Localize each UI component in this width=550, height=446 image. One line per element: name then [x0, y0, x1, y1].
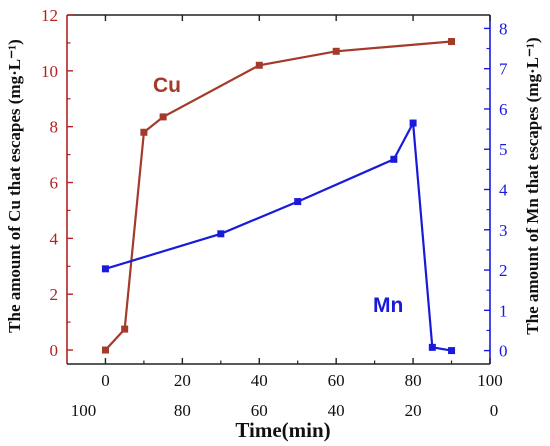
- right-tick-label: 2: [499, 261, 508, 280]
- mn-point: [409, 119, 417, 127]
- mn-point: [390, 155, 398, 163]
- x-bottom-tick-label: 40: [328, 401, 345, 420]
- mn-point: [217, 230, 225, 238]
- x-top-tick-label: 0: [101, 371, 110, 390]
- right-tick-label: 3: [499, 221, 508, 240]
- mn-series: [101, 119, 456, 355]
- cu-point: [140, 128, 148, 136]
- right-tick-label: 0: [499, 342, 508, 361]
- cu-point: [255, 61, 263, 69]
- right-tick-label: 7: [499, 60, 508, 79]
- right-tick-label: 6: [499, 100, 508, 119]
- mn-point: [448, 347, 456, 355]
- left-tick-label: 10: [41, 62, 58, 81]
- x-bottom-tick-label: 60: [251, 401, 268, 420]
- right-tick-label: 8: [499, 19, 508, 38]
- x-top-tick-label: 20: [174, 371, 191, 390]
- right-tick-label: 4: [499, 181, 508, 200]
- cu-point: [332, 47, 340, 55]
- series-layer: [101, 38, 456, 355]
- right-tick-label: 5: [499, 140, 508, 159]
- cu-point: [101, 346, 109, 354]
- plot-frame: [66, 14, 491, 365]
- left-tick-label: 4: [50, 229, 59, 248]
- x-bottom-tick-label: 20: [405, 401, 422, 420]
- mn-series-label: Mn: [373, 294, 403, 317]
- left-tick-label: 2: [50, 285, 59, 304]
- x-top-tick-label: 80: [405, 371, 422, 390]
- x-top-tick-label: 60: [328, 371, 345, 390]
- left-tick-label: 0: [50, 341, 59, 360]
- left-y-axis: 0 2 4 6 8 10 12: [41, 6, 73, 360]
- left-tick-label: 6: [50, 174, 59, 193]
- x-top-tick-label: 100: [477, 371, 503, 390]
- right-y-axis: 0 1 2 3 4 5 6 7 8: [484, 19, 508, 361]
- y-right-axis-title: The amount of Mn that escapes (mg·L⁻¹): [523, 37, 542, 334]
- cu-series-label: Cu: [153, 74, 181, 97]
- left-tick-label: 12: [41, 6, 58, 25]
- x-bottom-tick-label: 80: [174, 401, 191, 420]
- x-axis-top-ticks: 0 20 40 60 80 100: [101, 15, 503, 390]
- x-bottom-tick-label: 100: [71, 401, 97, 420]
- x-bottom-tick-label: 0: [490, 401, 499, 420]
- right-tick-label: 1: [499, 301, 508, 320]
- x-axis-title: Time(min): [235, 418, 330, 442]
- y-left-axis-title: The amount of Cu that escapes (mg·L⁻¹): [5, 39, 24, 333]
- mn-point: [294, 198, 302, 206]
- x-axis-bottom-ticks: 100 80 60 40 20 0: [71, 401, 499, 420]
- cu-point: [121, 325, 129, 333]
- mn-point: [428, 343, 436, 351]
- mn-point: [101, 265, 109, 273]
- left-tick-label: 8: [50, 118, 59, 137]
- cu-series: [101, 38, 456, 354]
- x-top-tick-label: 40: [251, 371, 268, 390]
- cu-point: [448, 38, 456, 46]
- cu-point: [159, 113, 167, 121]
